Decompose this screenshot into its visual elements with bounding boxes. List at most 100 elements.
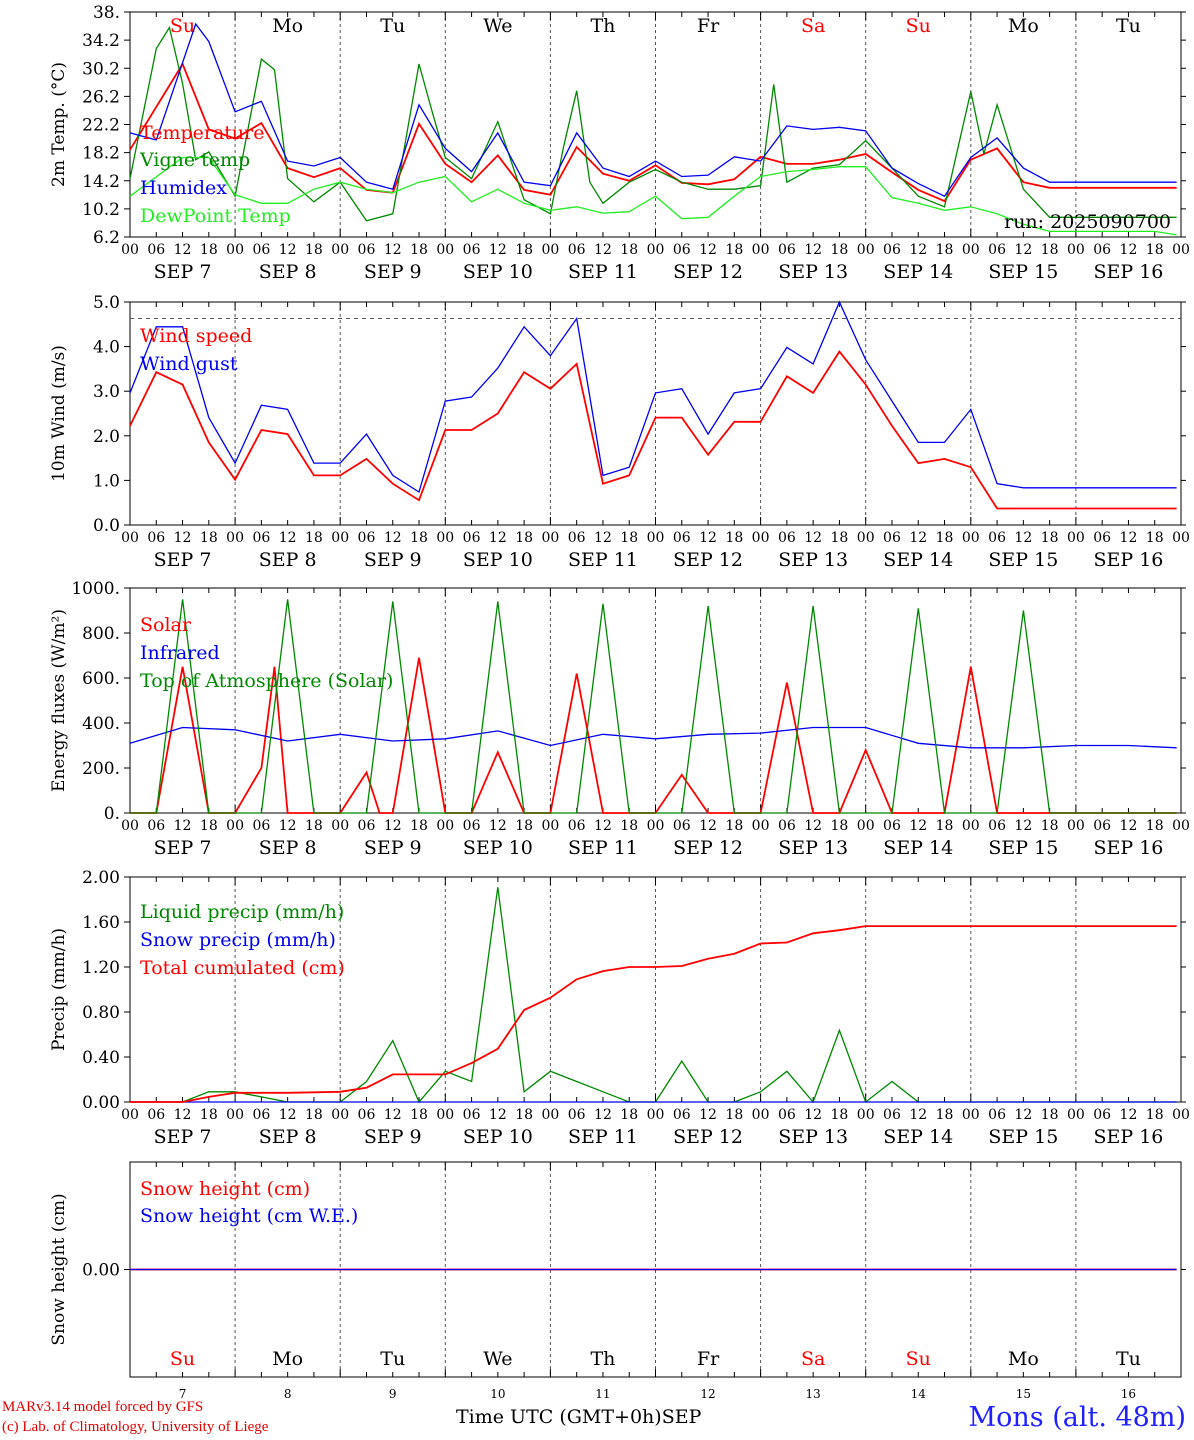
x-hour-label: 06 — [778, 530, 796, 546]
legend-entry: Humidex — [140, 177, 227, 199]
x-hour-label: 18 — [410, 242, 428, 258]
x-hour-label: 00 — [541, 242, 559, 258]
x-date-label: SEP 10 — [463, 1126, 533, 1148]
x-hour-label: 06 — [358, 1107, 376, 1123]
x-hour-label: 06 — [778, 242, 796, 258]
x-hour-label: 00 — [1172, 818, 1190, 834]
x-hour-label: 00 — [647, 818, 665, 834]
day-name-label: Tu — [1116, 1348, 1141, 1370]
series-line-top-of-atmosphere-solar- — [130, 599, 1177, 814]
x-hour-label: 12 — [804, 818, 822, 834]
x-hour-label: 00 — [752, 818, 770, 834]
y-axis-label: Snow height (cm) — [49, 1193, 69, 1345]
x-hour-label: 00 — [541, 1107, 559, 1123]
x-date-label: SEP 15 — [988, 1126, 1058, 1148]
y-tick-label: 0.00 — [82, 1261, 120, 1281]
x-hour-label: 18 — [410, 1107, 428, 1123]
day-name-label: Su — [906, 1348, 931, 1370]
x-hour-label: 06 — [988, 530, 1006, 546]
x-hour-label: 12 — [804, 530, 822, 546]
x-hour-label: 00 — [1172, 242, 1190, 258]
x-hour-label: 12 — [174, 1107, 192, 1123]
x-hour-label: 06 — [147, 530, 165, 546]
x-hour-label: 00 — [857, 530, 875, 546]
x-hour-label: 18 — [831, 1107, 849, 1123]
x-hour-label: 12 — [1014, 818, 1032, 834]
x-hour-label: 06 — [568, 530, 586, 546]
x-hour-label: 06 — [147, 818, 165, 834]
x-hour-label: 06 — [883, 1107, 901, 1123]
x-date-label: SEP 9 — [364, 261, 422, 283]
x-date-label: SEP 16 — [1094, 1126, 1164, 1148]
legend-entry: Snow height (cm W.E.) — [140, 1205, 358, 1227]
x-hour-label: 18 — [620, 242, 638, 258]
x-date-label: SEP 9 — [364, 549, 422, 571]
x-hour-label: 12 — [1014, 1107, 1032, 1123]
y-axis-label: 10m Wind (m/s) — [49, 345, 69, 482]
day-name-label: Fr — [697, 1348, 720, 1370]
y-tick-label: 1.0 — [93, 471, 120, 491]
x-hour-label: 18 — [936, 1107, 954, 1123]
x-hour-label: 18 — [1041, 530, 1059, 546]
panel-5: 0.00 Snow height (cm) Su Mo Tu We Th Fr Sa Su Mo Tu… — [49, 1161, 1186, 1378]
x-hour-label: 18 — [936, 818, 954, 834]
x-date-label: SEP 13 — [778, 549, 848, 571]
bottom-date-label: 7 — [179, 1387, 187, 1401]
y-tick-label: 0. — [104, 804, 120, 824]
x-hour-label: 00 — [752, 1107, 770, 1123]
x-hour-label: 18 — [515, 818, 533, 834]
x-hour-label: 12 — [489, 242, 507, 258]
bottom-date-label: 9 — [389, 1387, 397, 1401]
legend-entry: Temperature — [140, 122, 264, 144]
x-date-label: SEP 15 — [988, 837, 1058, 859]
legend-entry: DewPoint Temp — [140, 205, 291, 227]
x-hour-label: 00 — [226, 1107, 244, 1123]
x-hour-label: 06 — [883, 242, 901, 258]
y-tick-label: 0.80 — [82, 1003, 120, 1023]
y-tick-label: 3.0 — [93, 382, 120, 402]
x-hour-label: 18 — [831, 242, 849, 258]
x-hour-label: 12 — [1014, 242, 1032, 258]
y-tick-label: 18.2 — [82, 144, 120, 164]
y-tick-label: 0.00 — [82, 1093, 120, 1113]
day-name-label: Fr — [697, 15, 720, 37]
x-date-label: SEP 12 — [673, 837, 743, 859]
y-tick-label: 600. — [82, 669, 120, 689]
x-hour-label: 18 — [725, 1107, 743, 1123]
x-hour-label: 18 — [305, 818, 323, 834]
panel-1: 38. 34.2 30.2 26.2 22.2 18.2 14.2 10.2 6.2 2m Tem… — [49, 3, 1190, 283]
x-hour-label: 12 — [909, 530, 927, 546]
series-line-dewpoint-temp — [129, 156, 1177, 236]
x-hour-label: 12 — [489, 818, 507, 834]
x-hour-label: 00 — [331, 242, 349, 258]
x-hour-label: 00 — [331, 530, 349, 546]
y-tick-label: 0.0 — [93, 516, 120, 536]
x-hour-label: 00 — [331, 1107, 349, 1123]
x-hour-label: 18 — [515, 530, 533, 546]
x-date-label: SEP 10 — [463, 261, 533, 283]
x-date-label: SEP 11 — [568, 261, 638, 283]
x-hour-label: 00 — [1067, 1107, 1085, 1123]
x-date-label: SEP 14 — [883, 261, 953, 283]
x-hour-label: 00 — [436, 242, 454, 258]
x-hour-label: 12 — [1120, 1107, 1138, 1123]
x-hour-label: 06 — [883, 530, 901, 546]
y-tick-label: 10.2 — [82, 200, 120, 220]
x-hour-label: 18 — [725, 530, 743, 546]
x-hour-label: 12 — [174, 530, 192, 546]
x-hour-label: 06 — [252, 242, 270, 258]
x-hour-label: 00 — [647, 242, 665, 258]
x-hour-label: 18 — [200, 818, 218, 834]
series-line-infrared — [129, 726, 1177, 749]
x-hour-label: 12 — [384, 242, 402, 258]
x-hour-label: 06 — [673, 242, 691, 258]
x-hour-label: 12 — [909, 1107, 927, 1123]
x-date-label: SEP 16 — [1094, 837, 1164, 859]
x-date-label: SEP 12 — [673, 261, 743, 283]
x-date-label: SEP 14 — [883, 837, 953, 859]
x-hour-label: 12 — [1120, 530, 1138, 546]
day-name-label: Tu — [380, 1348, 405, 1370]
x-date-label: SEP 15 — [988, 261, 1058, 283]
x-hour-label: 18 — [1041, 242, 1059, 258]
legend-entry: Total cumulated (cm) — [140, 957, 345, 979]
